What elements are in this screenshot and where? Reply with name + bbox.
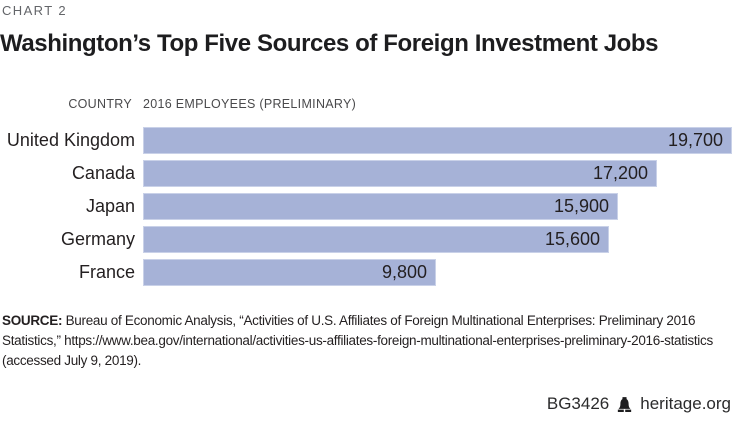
column-header-employees: 2016 EMPLOYEES (PRELIMINARY) [143,97,357,111]
source-text: Bureau of Economic Analysis, “Activities… [2,313,713,368]
bar-value-label: 17,200 [592,163,648,183]
chart-row: Canada 17,200 [0,160,734,187]
bar: 19,700 [143,127,732,154]
chart-title: Washington’s Top Five Sources of Foreign… [0,30,659,57]
chart-number-label: CHART 2 [2,3,67,18]
bar-chart: United Kingdom 19,700 Canada 17,200 Japan 15,… [0,127,734,292]
site-name: heritage.org [640,394,731,413]
footer: BG3426 heritage.org [547,394,731,414]
source-label: SOURCE: [2,313,63,328]
column-headers: COUNTRY 2016 EMPLOYEES (PRELIMINARY) [0,97,356,111]
bar-value-label: 15,900 [553,196,609,216]
country-label: Germany [60,229,135,249]
chart-row: Germany 15,600 [0,226,734,253]
bar: 15,600 [143,226,609,253]
bar: 17,200 [143,160,657,187]
bar-value-label: 9,800 [381,262,427,282]
country-label: Japan [85,196,135,216]
country-label: United Kingdom [6,130,135,150]
report-id: BG3426 [546,394,610,413]
bar-value-label: 19,700 [667,130,723,150]
country-label: France [78,262,135,282]
chart-row: Japan 15,900 [0,193,734,220]
bar-value-label: 15,600 [544,229,600,249]
country-label: Canada [71,163,135,183]
bar: 9,800 [143,259,436,286]
column-header-country: COUNTRY [68,97,132,111]
bar: 15,900 [143,193,618,220]
chart-row: United Kingdom 19,700 [0,127,734,154]
chart-row: France 9,800 [0,259,734,286]
heritage-bell-icon [618,396,632,412]
source-note: SOURCE: Bureau of Economic Analysis, “Ac… [2,311,734,371]
